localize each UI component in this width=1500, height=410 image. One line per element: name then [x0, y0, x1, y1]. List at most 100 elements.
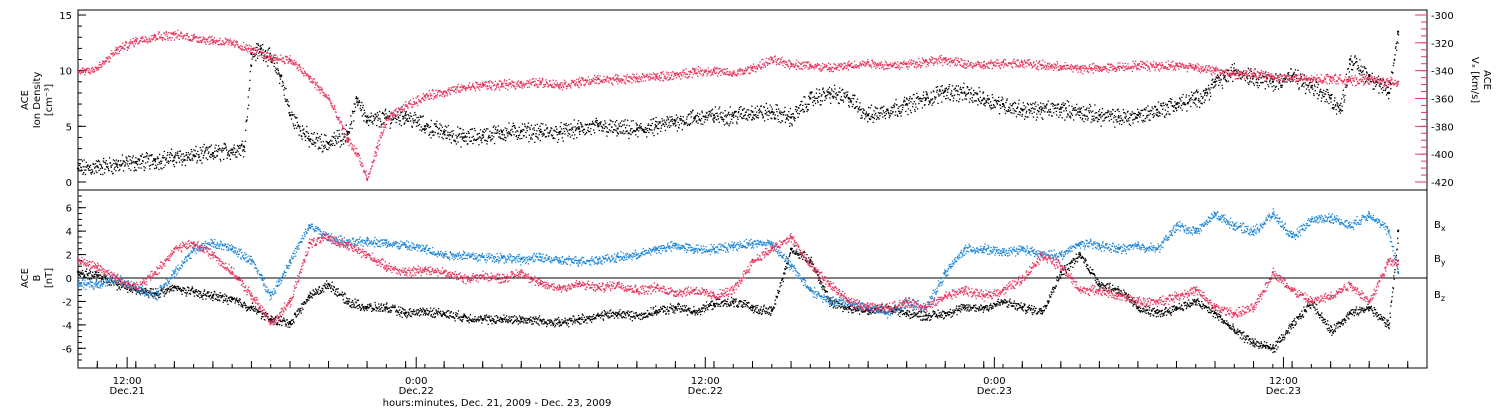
- density-point: [847, 97, 850, 100]
- density-point: [1117, 116, 1120, 119]
- density-sample: [1349, 64, 1351, 66]
- density-sample: [1091, 115, 1094, 118]
- vx-sample: [531, 81, 533, 83]
- vx-sample: [265, 55, 267, 58]
- vx-sample: [299, 68, 302, 71]
- density-sample: [776, 110, 778, 113]
- density-sample: [711, 108, 714, 110]
- density-sample: [308, 135, 310, 137]
- density-sample: [671, 118, 674, 120]
- vx-sample: [761, 66, 763, 68]
- density-sample: [771, 118, 773, 120]
- density-sample: [653, 134, 655, 137]
- vx-sample: [411, 106, 413, 108]
- vx-sample: [626, 73, 628, 76]
- density-sample: [823, 92, 826, 94]
- vx-sample: [315, 83, 318, 86]
- density-sample: [405, 120, 407, 122]
- density-sample: [1128, 120, 1130, 122]
- vx-sample: [275, 57, 277, 60]
- vx-sample: [720, 74, 722, 77]
- density-sample: [622, 130, 625, 132]
- density-sample: [936, 91, 938, 93]
- vx-sample: [593, 78, 595, 80]
- density-sample: [1286, 81, 1288, 83]
- density-sample: [521, 130, 523, 133]
- density-sample: [741, 116, 743, 119]
- vx-sample: [372, 162, 374, 164]
- density-sample: [798, 113, 801, 115]
- density-sample: [1065, 107, 1067, 109]
- density-sample: [454, 140, 457, 143]
- density-sample: [926, 94, 929, 96]
- density-sample: [351, 121, 353, 123]
- vx-sample: [740, 73, 742, 76]
- density-sample: [718, 121, 720, 123]
- vx-sample: [594, 82, 596, 84]
- density-sample: [97, 166, 99, 169]
- density-sample: [371, 121, 373, 124]
- vx-sample: [706, 75, 708, 77]
- vx-sample: [133, 44, 135, 46]
- density-sample: [1184, 103, 1187, 106]
- vx-sample: [663, 73, 665, 75]
- density-sample: [1382, 89, 1385, 92]
- density-sample: [828, 86, 831, 89]
- vx-sample: [688, 70, 690, 73]
- density-sample: [1185, 94, 1188, 96]
- density-sample: [480, 139, 482, 142]
- density-sample: [1216, 77, 1218, 79]
- density-sample: [926, 92, 928, 94]
- density-sample: [1317, 97, 1319, 100]
- density-sample: [716, 119, 718, 121]
- density-sample: [1302, 83, 1304, 85]
- vx-sample: [577, 78, 580, 80]
- density-sample: [352, 112, 354, 114]
- vx-sample: [209, 40, 211, 42]
- vx-sample: [275, 59, 278, 61]
- vx-sample: [739, 67, 741, 70]
- vx-sample: [170, 32, 172, 34]
- vx-sample: [314, 87, 316, 89]
- vx-sample: [593, 74, 596, 77]
- density-sample: [287, 103, 289, 105]
- density-sample: [925, 93, 928, 96]
- density-sample: [450, 134, 452, 136]
- vx-sample: [401, 105, 403, 108]
- density-sample: [173, 159, 175, 162]
- vx-sample: [672, 71, 674, 73]
- density-sample: [278, 82, 281, 85]
- density-sample: [172, 160, 174, 163]
- vx-sample: [246, 48, 248, 50]
- density-sample: [1263, 75, 1266, 78]
- density-sample: [275, 71, 277, 74]
- vx-sample: [502, 82, 504, 84]
- density-sample: [1006, 98, 1008, 100]
- density-sample: [78, 162, 80, 165]
- density-sample: [122, 162, 124, 165]
- density-sample: [175, 162, 178, 164]
- vx-sample: [496, 82, 499, 85]
- density-sample: [987, 99, 989, 101]
- density-sample: [686, 124, 689, 127]
- density-sample: [996, 102, 998, 104]
- density-sample: [379, 120, 382, 122]
- vx-sample: [400, 106, 402, 109]
- density-sample: [688, 113, 690, 116]
- density-sample: [440, 129, 442, 132]
- vx-sample: [666, 73, 668, 75]
- density-sample: [96, 171, 98, 174]
- density-sample: [184, 164, 187, 167]
- vx-sample: [124, 44, 126, 46]
- density-sample: [1346, 68, 1349, 70]
- density-sample: [256, 57, 259, 59]
- vx-sample: [664, 78, 667, 80]
- density-sample: [130, 160, 133, 162]
- vx-sample: [595, 82, 597, 84]
- density-sample: [197, 150, 199, 153]
- density-sample: [911, 97, 913, 100]
- vx-sample: [708, 70, 710, 73]
- density-sample: [589, 123, 592, 125]
- density-sample: [288, 112, 290, 114]
- density-sample: [546, 127, 549, 129]
